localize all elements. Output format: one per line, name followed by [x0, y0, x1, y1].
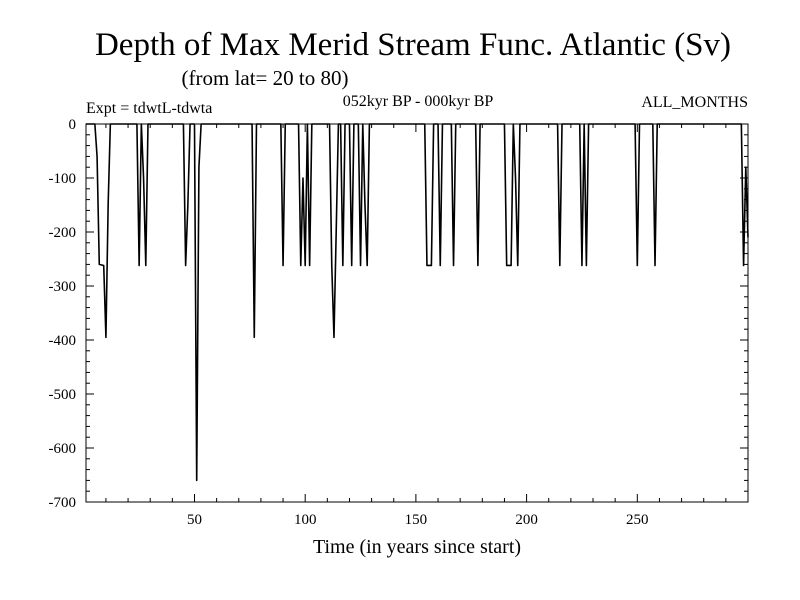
x-tick-label: 200: [515, 512, 538, 528]
y-tick-label: -400: [49, 333, 77, 349]
plot-frame: [85, 123, 749, 503]
y-tick-label: -500: [49, 387, 77, 403]
y-tick-label: -200: [49, 225, 77, 241]
x-tick-label: 150: [405, 512, 428, 528]
x-axis-label: Time (in years since start): [313, 536, 521, 558]
y-tick-label: -300: [49, 279, 77, 295]
months-label: ALL_MONTHS: [641, 94, 748, 111]
y-tick-label: -700: [49, 495, 77, 511]
chart-subtitle: (from lat= 20 to 80): [182, 66, 349, 90]
x-tick-label: 100: [294, 512, 317, 528]
series-line: [86, 123, 749, 482]
data-layer: [86, 123, 749, 482]
y-tick-label: -100: [49, 171, 77, 187]
x-tick-label: 50: [187, 512, 202, 528]
axis-ticks: 50 100 150 200 250 0 -100 -200 -300 -400 -500 -600 -…: [49, 117, 748, 528]
y-tick-label: -600: [49, 441, 77, 457]
x-tick-label: 250: [626, 512, 649, 528]
chart-title: Depth of Max Merid Stream Func. Atlantic…: [95, 27, 731, 63]
y-tick-label: 0: [69, 117, 77, 133]
experiment-label: Expt = tdwtL-tdwta: [86, 100, 212, 117]
period-label: 052kyr BP - 000kyr BP: [343, 93, 494, 110]
